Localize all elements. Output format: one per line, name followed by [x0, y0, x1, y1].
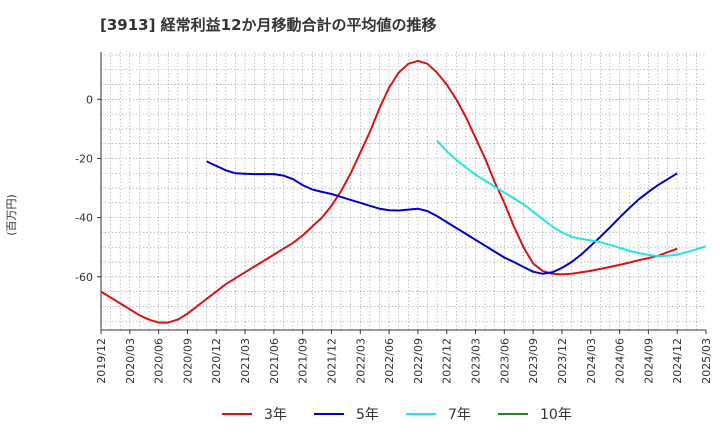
x-tick-label: 2022/12 [441, 338, 454, 384]
plot-area [101, 52, 706, 330]
x-tick-label: 2023/06 [498, 338, 511, 384]
x-tick-label: 2020/03 [124, 338, 137, 384]
series-line-7y [436, 140, 707, 258]
x-tick-label: 2020/06 [153, 338, 166, 384]
x-tick-label: 2024/06 [614, 338, 627, 384]
x-tick-label: 2024/03 [585, 338, 598, 384]
legend-label-5y: 5年 [356, 407, 379, 423]
legend-label-10y: 10年 [540, 407, 572, 423]
x-tick-label: 2022/03 [354, 338, 367, 384]
x-tick-label: 2020/09 [181, 338, 194, 384]
x-tick-label: 2024/09 [642, 338, 655, 384]
x-tick-label: 2022/09 [412, 338, 425, 384]
x-tick-label: 2021/12 [325, 338, 338, 384]
series-line-3y [100, 59, 678, 324]
x-tick-label: 2025/03 [700, 338, 713, 384]
x-tick-label: 2023/12 [556, 338, 569, 384]
series-line-5y [206, 160, 678, 275]
y-tick-label: 0 [86, 93, 93, 106]
legend-label-3y: 3年 [264, 407, 287, 423]
x-tick-label: 2023/03 [470, 338, 483, 384]
y-tick-label: -20 [75, 152, 93, 165]
x-tick-label: 2021/03 [239, 338, 252, 384]
x-tick-label: 2023/09 [527, 338, 540, 384]
chart-title: [3913] 経常利益12か月移動合計の平均値の推移 [100, 16, 437, 34]
x-tick-label: 2020/12 [210, 338, 223, 384]
x-tick-label: 2021/09 [297, 338, 310, 384]
x-tick-label: 2019/12 [95, 338, 108, 384]
y-tick-label: -60 [75, 271, 93, 284]
legend-label-7y: 7年 [448, 407, 471, 423]
x-tick-label: 2024/12 [671, 338, 684, 384]
x-tick-label: 2021/06 [268, 338, 281, 384]
x-tick-label: 2022/06 [383, 338, 396, 384]
y-tick-label: -40 [75, 212, 93, 225]
